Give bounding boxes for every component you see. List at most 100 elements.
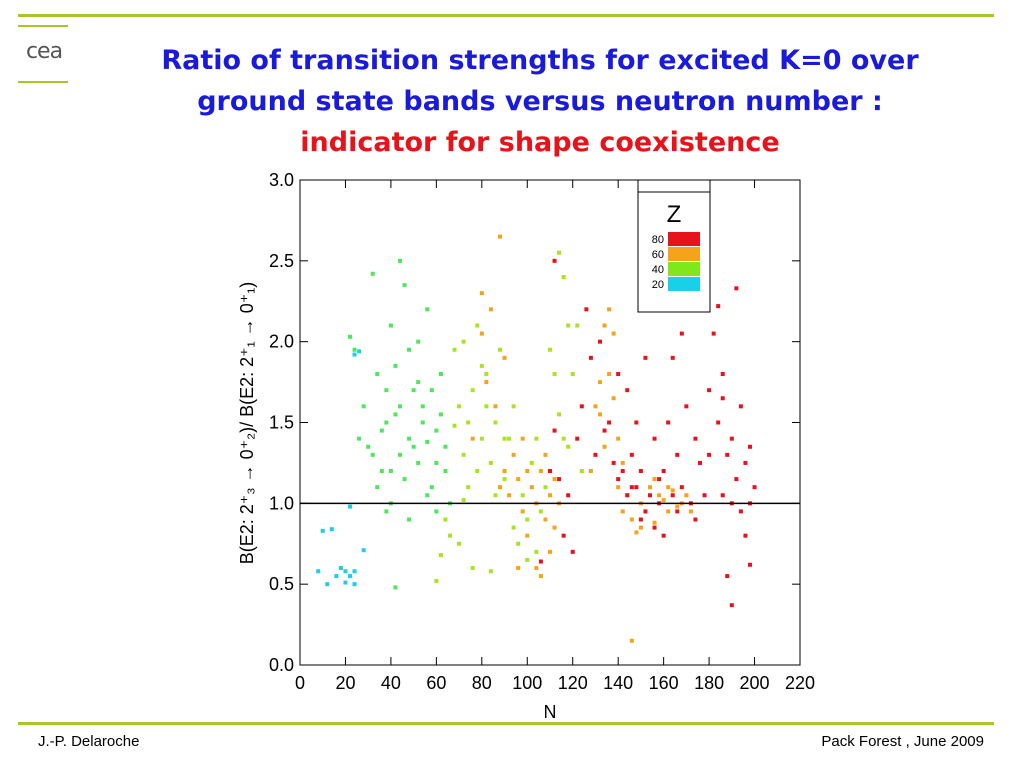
data-point bbox=[552, 477, 557, 482]
data-point bbox=[511, 525, 516, 530]
data-point bbox=[748, 444, 752, 449]
data-point bbox=[638, 525, 643, 530]
data-point bbox=[398, 404, 402, 409]
data-point bbox=[602, 323, 607, 328]
data-point bbox=[425, 307, 430, 312]
data-point bbox=[393, 585, 398, 590]
data-point bbox=[657, 493, 662, 498]
footer-event: Pack Forest , June 2009 bbox=[821, 733, 984, 750]
data-point bbox=[734, 477, 739, 482]
y-tick-label: 0.5 bbox=[269, 574, 294, 594]
data-point bbox=[543, 517, 548, 522]
data-point bbox=[607, 372, 612, 376]
data-point bbox=[752, 485, 757, 490]
axes: 0 20 40 60 80 100 120 140 160 180 200 220 0.0 0.5 1.0 1… bbox=[269, 170, 815, 693]
data-point bbox=[716, 420, 721, 425]
data-point bbox=[707, 388, 712, 393]
data-point bbox=[566, 493, 571, 498]
data-point bbox=[557, 412, 562, 417]
data-point bbox=[407, 436, 412, 441]
x-tick-label: 140 bbox=[603, 673, 633, 693]
data-point bbox=[443, 517, 448, 522]
y-tick-label: 2.0 bbox=[269, 332, 294, 352]
data-point bbox=[388, 323, 393, 328]
bottom-accent-bar bbox=[18, 722, 994, 725]
data-points bbox=[316, 234, 757, 643]
data-point bbox=[652, 436, 657, 441]
data-point bbox=[557, 250, 562, 255]
data-point bbox=[725, 574, 730, 579]
data-point bbox=[548, 549, 552, 554]
title-line-3: indicator for shape coexistence bbox=[300, 127, 780, 158]
data-point bbox=[438, 553, 443, 558]
data-point bbox=[466, 485, 471, 490]
footer-author: J.-P. Delaroche bbox=[38, 733, 140, 750]
data-point bbox=[475, 323, 480, 328]
data-point bbox=[452, 347, 457, 352]
data-point bbox=[688, 509, 693, 514]
data-point bbox=[652, 520, 657, 525]
data-point bbox=[348, 504, 352, 509]
data-point bbox=[588, 469, 593, 473]
data-point bbox=[611, 460, 616, 465]
data-point bbox=[616, 372, 621, 376]
data-point bbox=[634, 530, 639, 535]
data-point bbox=[729, 436, 734, 441]
data-point bbox=[370, 452, 375, 457]
data-point bbox=[511, 404, 516, 409]
logo-text: cea bbox=[25, 39, 63, 64]
data-point bbox=[643, 355, 648, 360]
data-point bbox=[443, 469, 448, 473]
legend-label: 60 bbox=[652, 249, 664, 261]
legend-swatch bbox=[668, 232, 700, 246]
data-point bbox=[366, 444, 371, 449]
data-point bbox=[384, 509, 389, 514]
data-point bbox=[679, 331, 684, 336]
data-point bbox=[352, 347, 357, 352]
data-point bbox=[570, 372, 575, 376]
legend-swatch bbox=[668, 277, 700, 291]
data-point bbox=[429, 485, 434, 490]
data-point bbox=[538, 469, 543, 473]
data-point bbox=[579, 469, 584, 473]
x-tick-label: 100 bbox=[512, 673, 542, 693]
data-point bbox=[648, 493, 652, 498]
data-point bbox=[375, 485, 380, 490]
data-point bbox=[525, 469, 530, 473]
legend: Z 80 60 40 20 bbox=[637, 179, 711, 313]
data-point bbox=[625, 388, 630, 393]
data-point bbox=[661, 533, 666, 538]
x-tick-label: 200 bbox=[740, 673, 770, 693]
data-point bbox=[502, 477, 507, 482]
legend-label: 40 bbox=[652, 264, 664, 276]
data-point bbox=[470, 388, 475, 393]
data-point bbox=[357, 436, 362, 441]
y-axis-label: B(E2: 2⁺₃ → 0⁺₂)/ B(E2: 2⁺₁ → 0⁺₁) bbox=[237, 282, 257, 565]
data-point bbox=[548, 469, 552, 473]
data-point bbox=[638, 517, 643, 522]
data-point bbox=[602, 444, 607, 449]
data-point bbox=[616, 485, 621, 490]
data-point bbox=[557, 477, 562, 482]
data-point bbox=[529, 485, 534, 490]
data-point bbox=[361, 404, 366, 409]
data-point bbox=[643, 509, 648, 514]
legend-swatch bbox=[668, 247, 700, 261]
data-point bbox=[720, 396, 725, 401]
data-point bbox=[593, 452, 598, 457]
data-point bbox=[529, 460, 534, 465]
data-point bbox=[675, 509, 680, 514]
data-point bbox=[538, 574, 543, 579]
data-point bbox=[448, 533, 452, 538]
data-point bbox=[616, 477, 621, 482]
data-point bbox=[502, 355, 507, 360]
data-point bbox=[693, 517, 698, 522]
data-point bbox=[425, 439, 430, 444]
data-point bbox=[502, 469, 507, 473]
data-point bbox=[384, 420, 389, 425]
y-tick-label: 3.0 bbox=[269, 170, 294, 190]
data-point bbox=[684, 404, 689, 409]
data-point bbox=[484, 372, 489, 376]
data-point bbox=[552, 372, 557, 376]
